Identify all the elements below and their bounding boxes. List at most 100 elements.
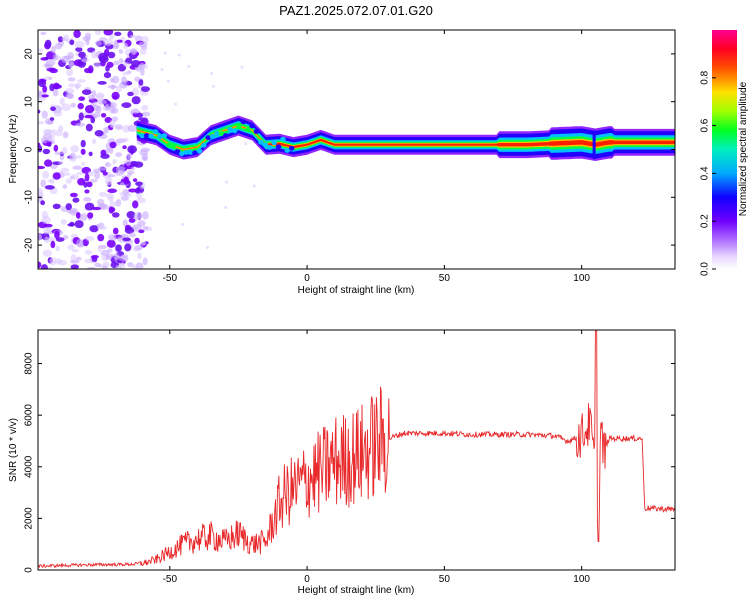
noise-blob (116, 39, 123, 43)
noise-blob (75, 155, 83, 159)
ridge-blob (143, 133, 150, 138)
noise-blob (41, 215, 51, 224)
noise-blob (76, 79, 86, 83)
noise-blob (125, 158, 132, 167)
noise-blob (40, 264, 48, 269)
noise-blob (49, 178, 55, 185)
ridge-blob (196, 148, 203, 154)
stray-blob (177, 53, 181, 57)
noise-blob (109, 119, 116, 128)
noise-blob (70, 174, 80, 180)
noise-blob (53, 144, 59, 152)
noise-blob (65, 203, 72, 211)
ridge-blob (214, 131, 220, 136)
ridge-blob (223, 133, 229, 138)
noise-blob (95, 94, 104, 98)
noise-blob (76, 239, 84, 248)
noise-blob (137, 220, 146, 227)
noise-blob (44, 185, 55, 190)
noise-blob (89, 225, 99, 233)
noise-blob (38, 109, 41, 114)
noise-blob (142, 257, 148, 266)
stray-blob (174, 102, 178, 106)
snr-y-axis-label: SNR (10 * v/v) (8, 418, 19, 482)
noise-blob (94, 262, 102, 268)
noise-blob (85, 37, 90, 46)
noise-blob (84, 67, 92, 74)
noise-blob (38, 48, 44, 53)
noise-blob (40, 31, 47, 36)
noise-blob (122, 237, 131, 242)
noise-blob (43, 159, 53, 167)
noise-blob (122, 219, 128, 227)
noise-blob (63, 172, 71, 176)
noise-blob (43, 132, 53, 141)
noise-blob (84, 32, 92, 39)
ridge-blob (201, 142, 207, 148)
noise-blob (54, 151, 64, 156)
noise-blob (142, 226, 149, 230)
noise-blob (70, 145, 79, 153)
noise-blob (139, 62, 145, 70)
noise-blob (58, 161, 64, 165)
noise-blob (61, 55, 71, 64)
noise-blob (97, 245, 102, 252)
noise-blob (139, 48, 147, 55)
stray-blob (181, 222, 185, 226)
noise-blob (104, 177, 113, 186)
ridge-blob (240, 119, 247, 125)
y-tick-label: 4000 (24, 455, 35, 478)
noise-blob (85, 123, 93, 132)
noise-blob (140, 241, 147, 246)
noise-blob (118, 256, 129, 262)
ridge-blob (244, 127, 251, 133)
noise-blob (84, 189, 90, 194)
noise-blob (54, 42, 63, 50)
noise-blob (97, 225, 108, 231)
noise-blob (60, 219, 67, 225)
noise-blob (44, 236, 50, 244)
noise-blob (93, 111, 101, 118)
noise-blob (75, 256, 82, 261)
noise-blob (106, 239, 116, 248)
noise-blob (68, 83, 76, 88)
noise-blob (120, 195, 127, 201)
spectrogram-x-ticks: -50 0 50 100 (163, 30, 590, 284)
noise-blob (97, 99, 108, 105)
noise-blob (140, 90, 149, 96)
noise-blob (57, 36, 64, 43)
stray-blob (163, 51, 167, 55)
ridge-blob (266, 145, 273, 150)
noise-blob (68, 155, 77, 162)
colorbar-tick-label: 0.4 (700, 166, 711, 180)
noise-blob (107, 233, 117, 241)
noise-blob (103, 30, 114, 36)
y-tick-label: 2000 (24, 507, 35, 530)
ridge-blob (152, 129, 159, 135)
noise-blob (107, 174, 116, 178)
noise-blob (42, 170, 50, 179)
noise-blob (65, 87, 75, 94)
snr-x-ticks: -50 0 50 100 (163, 330, 590, 585)
ridge-blob (165, 143, 172, 148)
noise-blob (62, 131, 69, 139)
snr-y-ticks: 0 2000 4000 6000 8000 (24, 352, 675, 573)
noise-blob (132, 264, 138, 269)
noise-blob (67, 244, 75, 250)
noise-blob (115, 199, 122, 207)
noise-blob (110, 102, 117, 108)
x-tick-label: 100 (573, 273, 590, 284)
noise-blob (49, 257, 57, 266)
noise-blob (97, 81, 107, 85)
y-tick-label: 20 (24, 48, 35, 60)
noise-blob (78, 96, 86, 101)
noise-blob (84, 258, 93, 264)
noise-blob (63, 34, 69, 42)
noise-blob (52, 203, 61, 210)
noise-blob (47, 76, 53, 80)
noise-blob (53, 110, 63, 117)
noise-blob (95, 105, 102, 113)
noise-blob (142, 211, 149, 220)
noise-blob (78, 51, 86, 58)
noise-blob (69, 39, 75, 46)
